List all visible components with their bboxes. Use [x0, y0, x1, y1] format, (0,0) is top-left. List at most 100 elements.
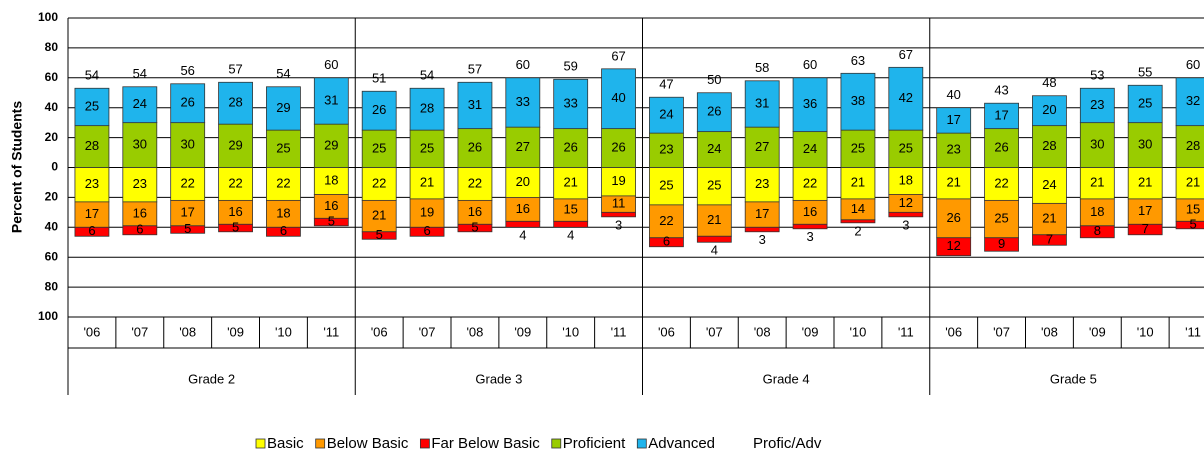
y-tick-label: 20 [45, 130, 59, 144]
bar-segment [936, 237, 972, 257]
data-label: 21 [420, 175, 434, 190]
data-label: 19 [611, 173, 625, 188]
bar-segment [792, 223, 828, 230]
data-label: 24 [803, 141, 817, 156]
legend-swatch [255, 438, 266, 449]
data-label: 25 [899, 140, 913, 155]
data-label: 16 [133, 205, 147, 220]
data-label: 15 [1186, 202, 1200, 217]
data-label: 31 [468, 97, 482, 112]
y-tick-label: 80 [45, 279, 59, 293]
data-label: 21 [1042, 211, 1056, 226]
bar-segment [744, 80, 780, 128]
legend-swatch [551, 438, 562, 449]
total-label: 54 [420, 68, 434, 83]
data-label: 3 [615, 217, 622, 232]
data-label: 26 [611, 140, 625, 155]
x-tick-label: '11 [1185, 324, 1201, 339]
bar-segment [696, 131, 732, 168]
data-label: 8 [1094, 223, 1101, 238]
x-tick-label: '07 [706, 324, 723, 339]
data-label: 23 [85, 176, 99, 191]
bar-segment [792, 131, 828, 168]
data-label: 4 [567, 228, 574, 243]
y-tick-label: 60 [45, 249, 59, 263]
data-label: 6 [280, 223, 287, 238]
y-tick-label: 100 [38, 10, 58, 24]
total-label: 50 [707, 72, 721, 87]
data-label: 30 [1138, 137, 1152, 152]
bar-segment [840, 219, 876, 224]
data-label: 5 [376, 227, 383, 242]
bar-segment [649, 204, 684, 239]
total-label: 54 [133, 66, 147, 81]
y-tick-label: 0 [51, 160, 58, 174]
data-label: 21 [1090, 175, 1104, 190]
data-label: 26 [468, 140, 482, 155]
bar-segment [361, 167, 397, 201]
bar-segment [361, 231, 397, 240]
data-label: 3 [759, 232, 766, 247]
data-label: 22 [468, 175, 482, 190]
x-tick-label: '09 [802, 324, 819, 339]
bar-segment [1032, 234, 1067, 246]
x-tick-label: '10 [849, 324, 866, 339]
data-label: 25 [659, 178, 673, 193]
legend-swatch [419, 438, 430, 449]
bar-segment [553, 167, 589, 200]
bar-segment [696, 92, 732, 133]
bar-segment [1127, 122, 1163, 168]
x-tick-label: '07 [131, 324, 148, 339]
bar-segment [888, 66, 924, 131]
data-label: 17 [180, 205, 194, 220]
data-label: 26 [946, 210, 960, 225]
data-label: 28 [228, 95, 242, 110]
data-label: 24 [707, 141, 721, 156]
bar-segment [601, 211, 636, 218]
total-label: 43 [994, 83, 1008, 98]
data-label: 22 [803, 175, 817, 190]
total-label: 56 [180, 63, 194, 78]
bar-segment [457, 167, 493, 201]
bar-segment [984, 237, 1019, 252]
bar-segment [1032, 167, 1067, 204]
data-label: 4 [519, 228, 526, 243]
data-label: 3 [806, 229, 813, 244]
bar-segment [122, 167, 158, 203]
total-label: 58 [755, 60, 769, 75]
data-label: 3 [902, 217, 909, 232]
data-label: 21 [372, 208, 386, 223]
total-label: 48 [1042, 75, 1056, 90]
bar-segment [601, 167, 636, 197]
total-label: 59 [563, 59, 577, 74]
total-label: 60 [803, 57, 817, 72]
bar-segment [601, 128, 636, 168]
data-label: 18 [324, 172, 338, 187]
y-tick-label: 60 [45, 70, 59, 84]
data-label: 18 [276, 205, 290, 220]
data-label: 31 [755, 95, 769, 110]
data-label: 14 [851, 201, 865, 216]
bar-segment [218, 81, 253, 125]
data-label: 4 [711, 243, 718, 258]
bar-segment [1032, 125, 1067, 168]
total-label: 55 [1138, 65, 1152, 80]
data-label: 25 [994, 211, 1008, 226]
x-tick-label: '09 [227, 324, 244, 339]
data-label: 30 [1090, 137, 1104, 152]
data-label: 36 [803, 96, 817, 111]
data-label: 7 [1046, 231, 1053, 246]
x-tick-label: '09 [514, 324, 531, 339]
bar-segment [888, 167, 924, 195]
bar-segment [1032, 95, 1067, 127]
group-label: Grade 2 [188, 371, 235, 386]
x-tick-label: '11 [898, 324, 914, 339]
bar-segment [888, 129, 924, 168]
bar-segment [266, 167, 301, 201]
bar-segment [936, 107, 972, 134]
bar-segment [266, 226, 301, 237]
bar-segment [1079, 198, 1115, 227]
bar-segment [744, 226, 780, 233]
bar-segment [1127, 167, 1163, 200]
